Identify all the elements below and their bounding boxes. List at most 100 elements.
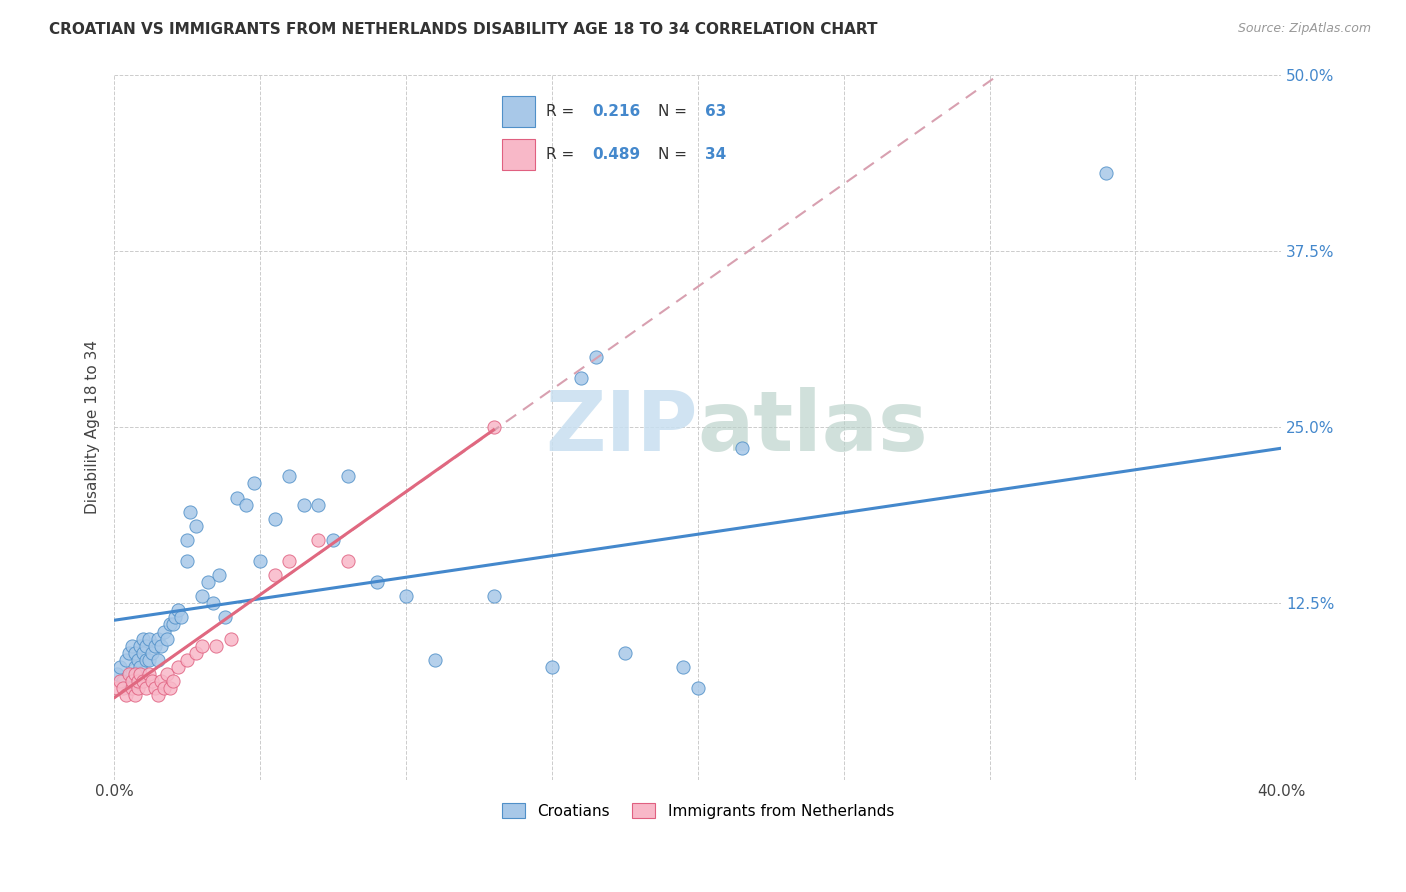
- Point: [395, 589, 418, 603]
- Point: [149, 639, 172, 653]
- Point: [124, 666, 146, 681]
- Point: [118, 681, 141, 695]
- Point: [156, 666, 179, 681]
- Point: [235, 498, 257, 512]
- Point: [143, 681, 166, 695]
- Point: [184, 518, 207, 533]
- Point: [197, 575, 219, 590]
- Point: [111, 681, 134, 695]
- Point: [482, 589, 505, 603]
- Text: atlas: atlas: [697, 386, 928, 467]
- Point: [146, 632, 169, 646]
- Point: [569, 370, 592, 384]
- Point: [278, 469, 301, 483]
- Point: [208, 568, 231, 582]
- Point: [105, 666, 128, 681]
- Point: [121, 681, 143, 695]
- Point: [118, 646, 141, 660]
- Point: [132, 632, 155, 646]
- Point: [141, 673, 163, 688]
- Point: [152, 681, 174, 695]
- Point: [129, 639, 152, 653]
- Point: [307, 533, 329, 547]
- Point: [165, 610, 187, 624]
- Point: [135, 653, 157, 667]
- Point: [167, 660, 190, 674]
- Point: [135, 681, 157, 695]
- Point: [108, 660, 131, 674]
- Point: [146, 688, 169, 702]
- Point: [115, 688, 138, 702]
- Y-axis label: Disability Age 18 to 34: Disability Age 18 to 34: [86, 340, 100, 514]
- Point: [118, 666, 141, 681]
- Point: [152, 624, 174, 639]
- Point: [159, 681, 181, 695]
- Point: [170, 610, 193, 624]
- Point: [129, 660, 152, 674]
- Point: [121, 639, 143, 653]
- Text: Source: ZipAtlas.com: Source: ZipAtlas.com: [1237, 22, 1371, 36]
- Point: [190, 639, 212, 653]
- Point: [176, 653, 198, 667]
- Point: [105, 681, 128, 695]
- Point: [146, 653, 169, 667]
- Point: [249, 554, 271, 568]
- Point: [132, 646, 155, 660]
- Point: [127, 673, 149, 688]
- Point: [307, 498, 329, 512]
- Point: [135, 639, 157, 653]
- Point: [1095, 166, 1118, 180]
- Point: [482, 420, 505, 434]
- Point: [124, 688, 146, 702]
- Point: [132, 673, 155, 688]
- Point: [115, 653, 138, 667]
- Point: [176, 554, 198, 568]
- Point: [219, 632, 242, 646]
- Point: [127, 666, 149, 681]
- Point: [263, 512, 285, 526]
- Point: [111, 673, 134, 688]
- Point: [179, 505, 201, 519]
- Point: [336, 554, 359, 568]
- Point: [138, 632, 160, 646]
- Text: ZIP: ZIP: [546, 386, 697, 467]
- Point: [143, 639, 166, 653]
- Point: [124, 660, 146, 674]
- Point: [138, 653, 160, 667]
- Point: [121, 673, 143, 688]
- Point: [159, 617, 181, 632]
- Point: [205, 639, 228, 653]
- Point: [176, 533, 198, 547]
- Point: [162, 673, 184, 688]
- Legend: Croatians, Immigrants from Netherlands: Croatians, Immigrants from Netherlands: [495, 797, 900, 825]
- Point: [278, 554, 301, 568]
- Point: [336, 469, 359, 483]
- Point: [366, 575, 388, 590]
- Point: [686, 681, 709, 695]
- Point: [672, 660, 695, 674]
- Point: [585, 350, 607, 364]
- Point: [124, 646, 146, 660]
- Point: [243, 476, 266, 491]
- Point: [108, 673, 131, 688]
- Point: [225, 491, 247, 505]
- Point: [149, 673, 172, 688]
- Point: [167, 603, 190, 617]
- Point: [292, 498, 315, 512]
- Point: [162, 617, 184, 632]
- Point: [141, 646, 163, 660]
- Point: [425, 653, 447, 667]
- Point: [127, 653, 149, 667]
- Point: [322, 533, 344, 547]
- Point: [730, 441, 752, 455]
- Point: [263, 568, 285, 582]
- Point: [190, 589, 212, 603]
- Point: [541, 660, 564, 674]
- Point: [202, 596, 225, 610]
- Point: [127, 681, 149, 695]
- Point: [214, 610, 236, 624]
- Point: [613, 646, 636, 660]
- Text: CROATIAN VS IMMIGRANTS FROM NETHERLANDS DISABILITY AGE 18 TO 34 CORRELATION CHAR: CROATIAN VS IMMIGRANTS FROM NETHERLANDS …: [49, 22, 877, 37]
- Point: [156, 632, 179, 646]
- Point: [121, 666, 143, 681]
